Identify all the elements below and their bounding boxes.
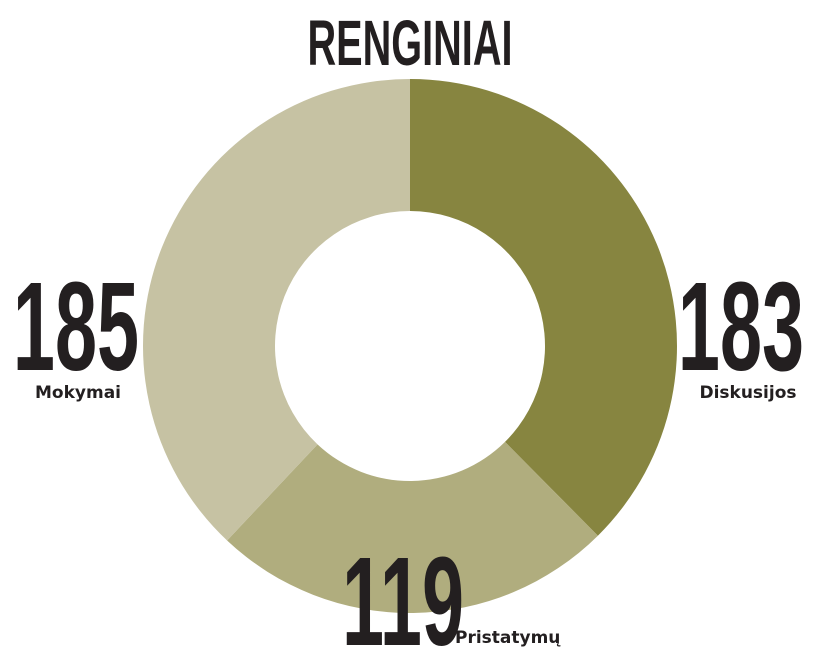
category-label: Mokymai xyxy=(35,383,121,403)
category-label: Pristatymų xyxy=(455,628,561,648)
chart-title: RENGINIAI xyxy=(308,9,513,80)
donut-segment xyxy=(227,441,598,614)
value-label: 119 xyxy=(342,532,464,651)
value-label: 185 xyxy=(13,257,139,398)
donut-segment xyxy=(410,79,678,536)
category-label: Diskusijos xyxy=(699,383,796,403)
donut-segment xyxy=(142,78,410,541)
value-label: 183 xyxy=(678,257,804,398)
